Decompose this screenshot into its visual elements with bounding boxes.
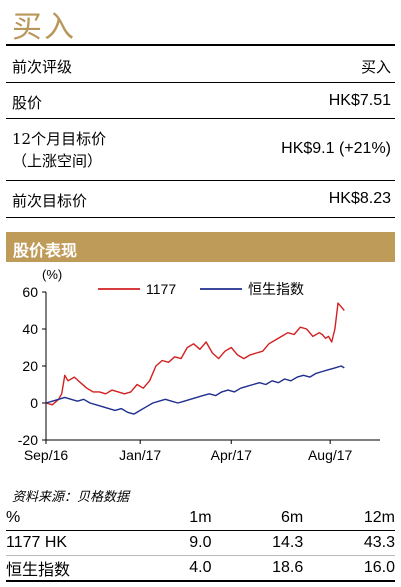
divider: [6, 180, 395, 181]
x-tick-label: Sep/16: [24, 447, 69, 463]
y-tick-label: -20: [18, 432, 38, 448]
info-label: 12个月目标价: [12, 130, 107, 148]
table-cell: 14.3: [272, 534, 304, 551]
y-tick-label: 40: [22, 321, 38, 337]
info-row-target-price: 12个月目标价 （上涨空间） HK$9.1 (+21%): [12, 128, 391, 176]
info-value: 买入: [360, 58, 391, 76]
info-label: 前次目标价: [12, 192, 88, 210]
divider: [6, 44, 395, 46]
series-line-hsi: [45, 365, 345, 415]
y-tick-label: 60: [22, 284, 38, 300]
info-sublabel: （上涨空间）: [12, 152, 103, 170]
performance-table: % 1m 6m 12m 1177 HK 9.0 14.3 43.3 恒生指数 4…: [6, 506, 395, 582]
info-label: 前次评级: [12, 58, 73, 76]
info-label: 股价: [12, 94, 43, 112]
table-header-row: % 1m 6m 12m: [6, 506, 395, 531]
table-cell: 1177 HK: [6, 534, 68, 551]
table-header-cell: %: [6, 509, 21, 526]
divider: [6, 118, 395, 119]
y-tick-label: 0: [30, 395, 38, 411]
section-header: 股价表现: [6, 232, 395, 262]
table-cell: 9.0: [189, 534, 212, 551]
table-header-cell: 12m: [363, 509, 395, 526]
legend-label: 1177: [146, 281, 176, 297]
legend-label: 恒生指数: [248, 282, 304, 298]
info-value: HK$7.51: [328, 92, 391, 109]
y-axis-label: (%): [42, 267, 62, 282]
rating-title: 买入: [12, 10, 76, 45]
source-note: 资料来源：贝格数据: [12, 490, 130, 505]
divider: [6, 82, 395, 83]
info-value: HK$9.1 (+21%): [281, 140, 391, 157]
series-line-1177: [45, 302, 345, 406]
table-cell: 恒生指数: [6, 560, 71, 579]
section-title: 股价表现: [13, 241, 78, 260]
x-tick-label: Apr/17: [211, 447, 252, 463]
y-tick-label: 20: [22, 358, 38, 374]
table-cell: 16.0: [363, 559, 395, 576]
x-tick-label: Jan/17: [119, 447, 161, 463]
table-header-cell: 1m: [189, 509, 212, 526]
divider: [6, 217, 395, 218]
table-row: 1177 HK 9.0 14.3 43.3: [6, 531, 395, 556]
table-header-cell: 6m: [281, 509, 304, 526]
table-cell: 43.3: [363, 534, 395, 551]
x-tick-label: Aug/17: [308, 447, 353, 463]
info-value: HK$8.23: [328, 190, 391, 207]
table-row: 恒生指数 4.0 18.6 16.0: [6, 556, 395, 581]
table-cell: 18.6: [272, 559, 304, 576]
table-cell: 4.0: [189, 559, 212, 576]
